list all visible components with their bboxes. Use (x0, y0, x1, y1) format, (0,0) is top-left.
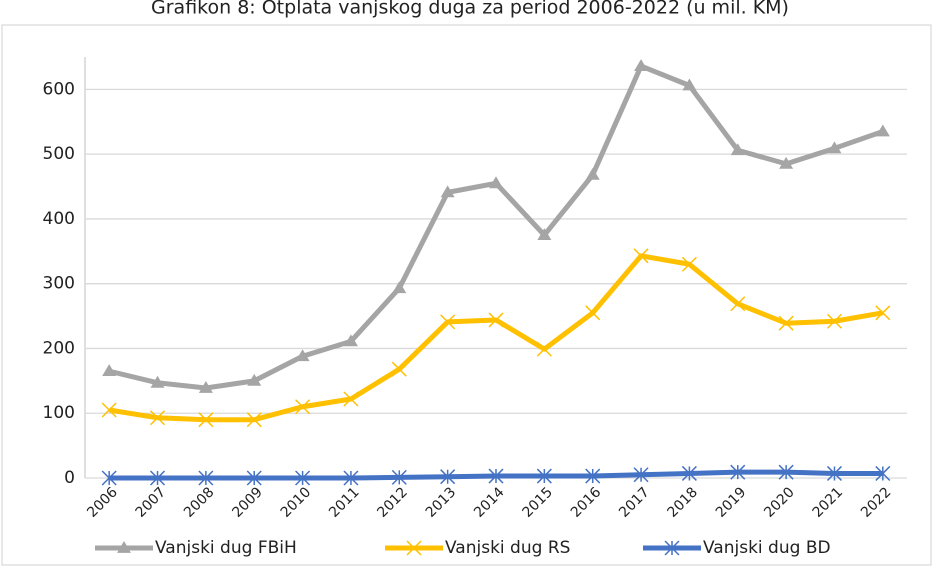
point-marker (295, 399, 311, 415)
x-tick-label: 2015 (519, 484, 556, 521)
point-marker (101, 470, 117, 486)
series-line (108, 253, 884, 423)
point-marker (391, 361, 407, 377)
point-marker (778, 315, 794, 331)
x-tick-label: 2011 (326, 484, 363, 521)
point-marker (198, 380, 213, 393)
point-marker (681, 465, 697, 481)
point-marker (392, 281, 407, 294)
point-marker (343, 470, 359, 486)
legend-item: Vanjski dug RS (385, 538, 570, 558)
x-tick-label: 2018 (665, 484, 702, 521)
point-marker (391, 469, 407, 485)
point-marker (827, 141, 842, 154)
point-marker (198, 412, 214, 428)
legend-label: Vanjski dug BD (703, 538, 831, 558)
point-marker (875, 124, 890, 137)
point-marker (585, 468, 601, 484)
x-tick-label: 2020 (761, 484, 798, 521)
point-marker (875, 465, 891, 481)
point-marker (440, 314, 456, 330)
point-marker (826, 465, 843, 481)
point-marker (875, 305, 891, 321)
point-marker (634, 59, 649, 71)
point-marker (343, 391, 359, 407)
x-tick-label: 2010 (278, 484, 315, 521)
x-tick-label: 2013 (423, 484, 460, 521)
point-marker (585, 305, 601, 321)
x-tick-label: 2012 (374, 484, 411, 521)
x-tick-label: 2016 (568, 484, 605, 521)
point-marker (102, 364, 117, 377)
point-marker (537, 228, 552, 241)
point-marker (343, 334, 358, 347)
chart-frame (1, 24, 932, 566)
point-marker (536, 468, 552, 484)
legend-label: Vanjski dug RS (445, 538, 570, 558)
x-tick-label: 2006 (84, 484, 121, 521)
point-marker (536, 341, 552, 357)
point-marker (247, 373, 262, 386)
y-tick-label: 600 (43, 79, 75, 99)
point-marker (117, 541, 131, 553)
chart-title: Grafikon 8: Otplata vanjskog duga za per… (151, 0, 789, 19)
point-marker (101, 402, 117, 418)
point-marker (779, 156, 794, 169)
point-marker (730, 143, 745, 156)
point-marker (730, 296, 746, 312)
legend-label: Vanjski dug FBiH (155, 538, 297, 558)
point-marker (488, 468, 504, 484)
x-tick-label: 2022 (858, 484, 895, 521)
legend-item: Vanjski dug FBiH (95, 538, 297, 558)
y-tick-label: 300 (43, 274, 75, 294)
series-line (108, 63, 884, 391)
x-tick-label: 2019 (713, 484, 750, 521)
y-tick-label: 0 (64, 468, 75, 488)
x-tick-label: 2017 (616, 484, 653, 521)
point-marker (633, 467, 649, 483)
point-marker (406, 540, 422, 556)
legend-item: Vanjski dug BD (643, 538, 831, 558)
point-marker (246, 412, 262, 428)
y-tick-label: 100 (43, 403, 75, 423)
x-tick-label: 2021 (810, 484, 847, 521)
point-marker (681, 256, 697, 272)
point-marker (150, 375, 165, 388)
point-marker (682, 78, 697, 91)
point-marker (440, 469, 456, 485)
y-tick-label: 500 (43, 144, 75, 164)
point-marker (664, 540, 680, 556)
point-marker (826, 313, 843, 329)
point-marker (489, 176, 503, 189)
point-marker (198, 470, 214, 486)
point-marker (295, 470, 311, 486)
x-tick-label: 2014 (471, 484, 508, 521)
point-marker (778, 464, 794, 480)
point-marker (585, 167, 600, 180)
point-marker (246, 470, 262, 486)
x-tick-label: 2009 (229, 484, 266, 521)
x-tick-label: 2008 (181, 484, 218, 521)
point-marker (149, 410, 166, 426)
point-marker (730, 464, 746, 480)
y-tick-label: 400 (43, 209, 75, 229)
x-tick-label: 2007 (133, 484, 170, 521)
point-marker (488, 312, 504, 328)
point-marker (149, 470, 166, 486)
point-marker (295, 349, 310, 362)
point-marker (440, 185, 455, 198)
y-tick-label: 200 (43, 338, 75, 358)
point-marker (633, 248, 649, 264)
